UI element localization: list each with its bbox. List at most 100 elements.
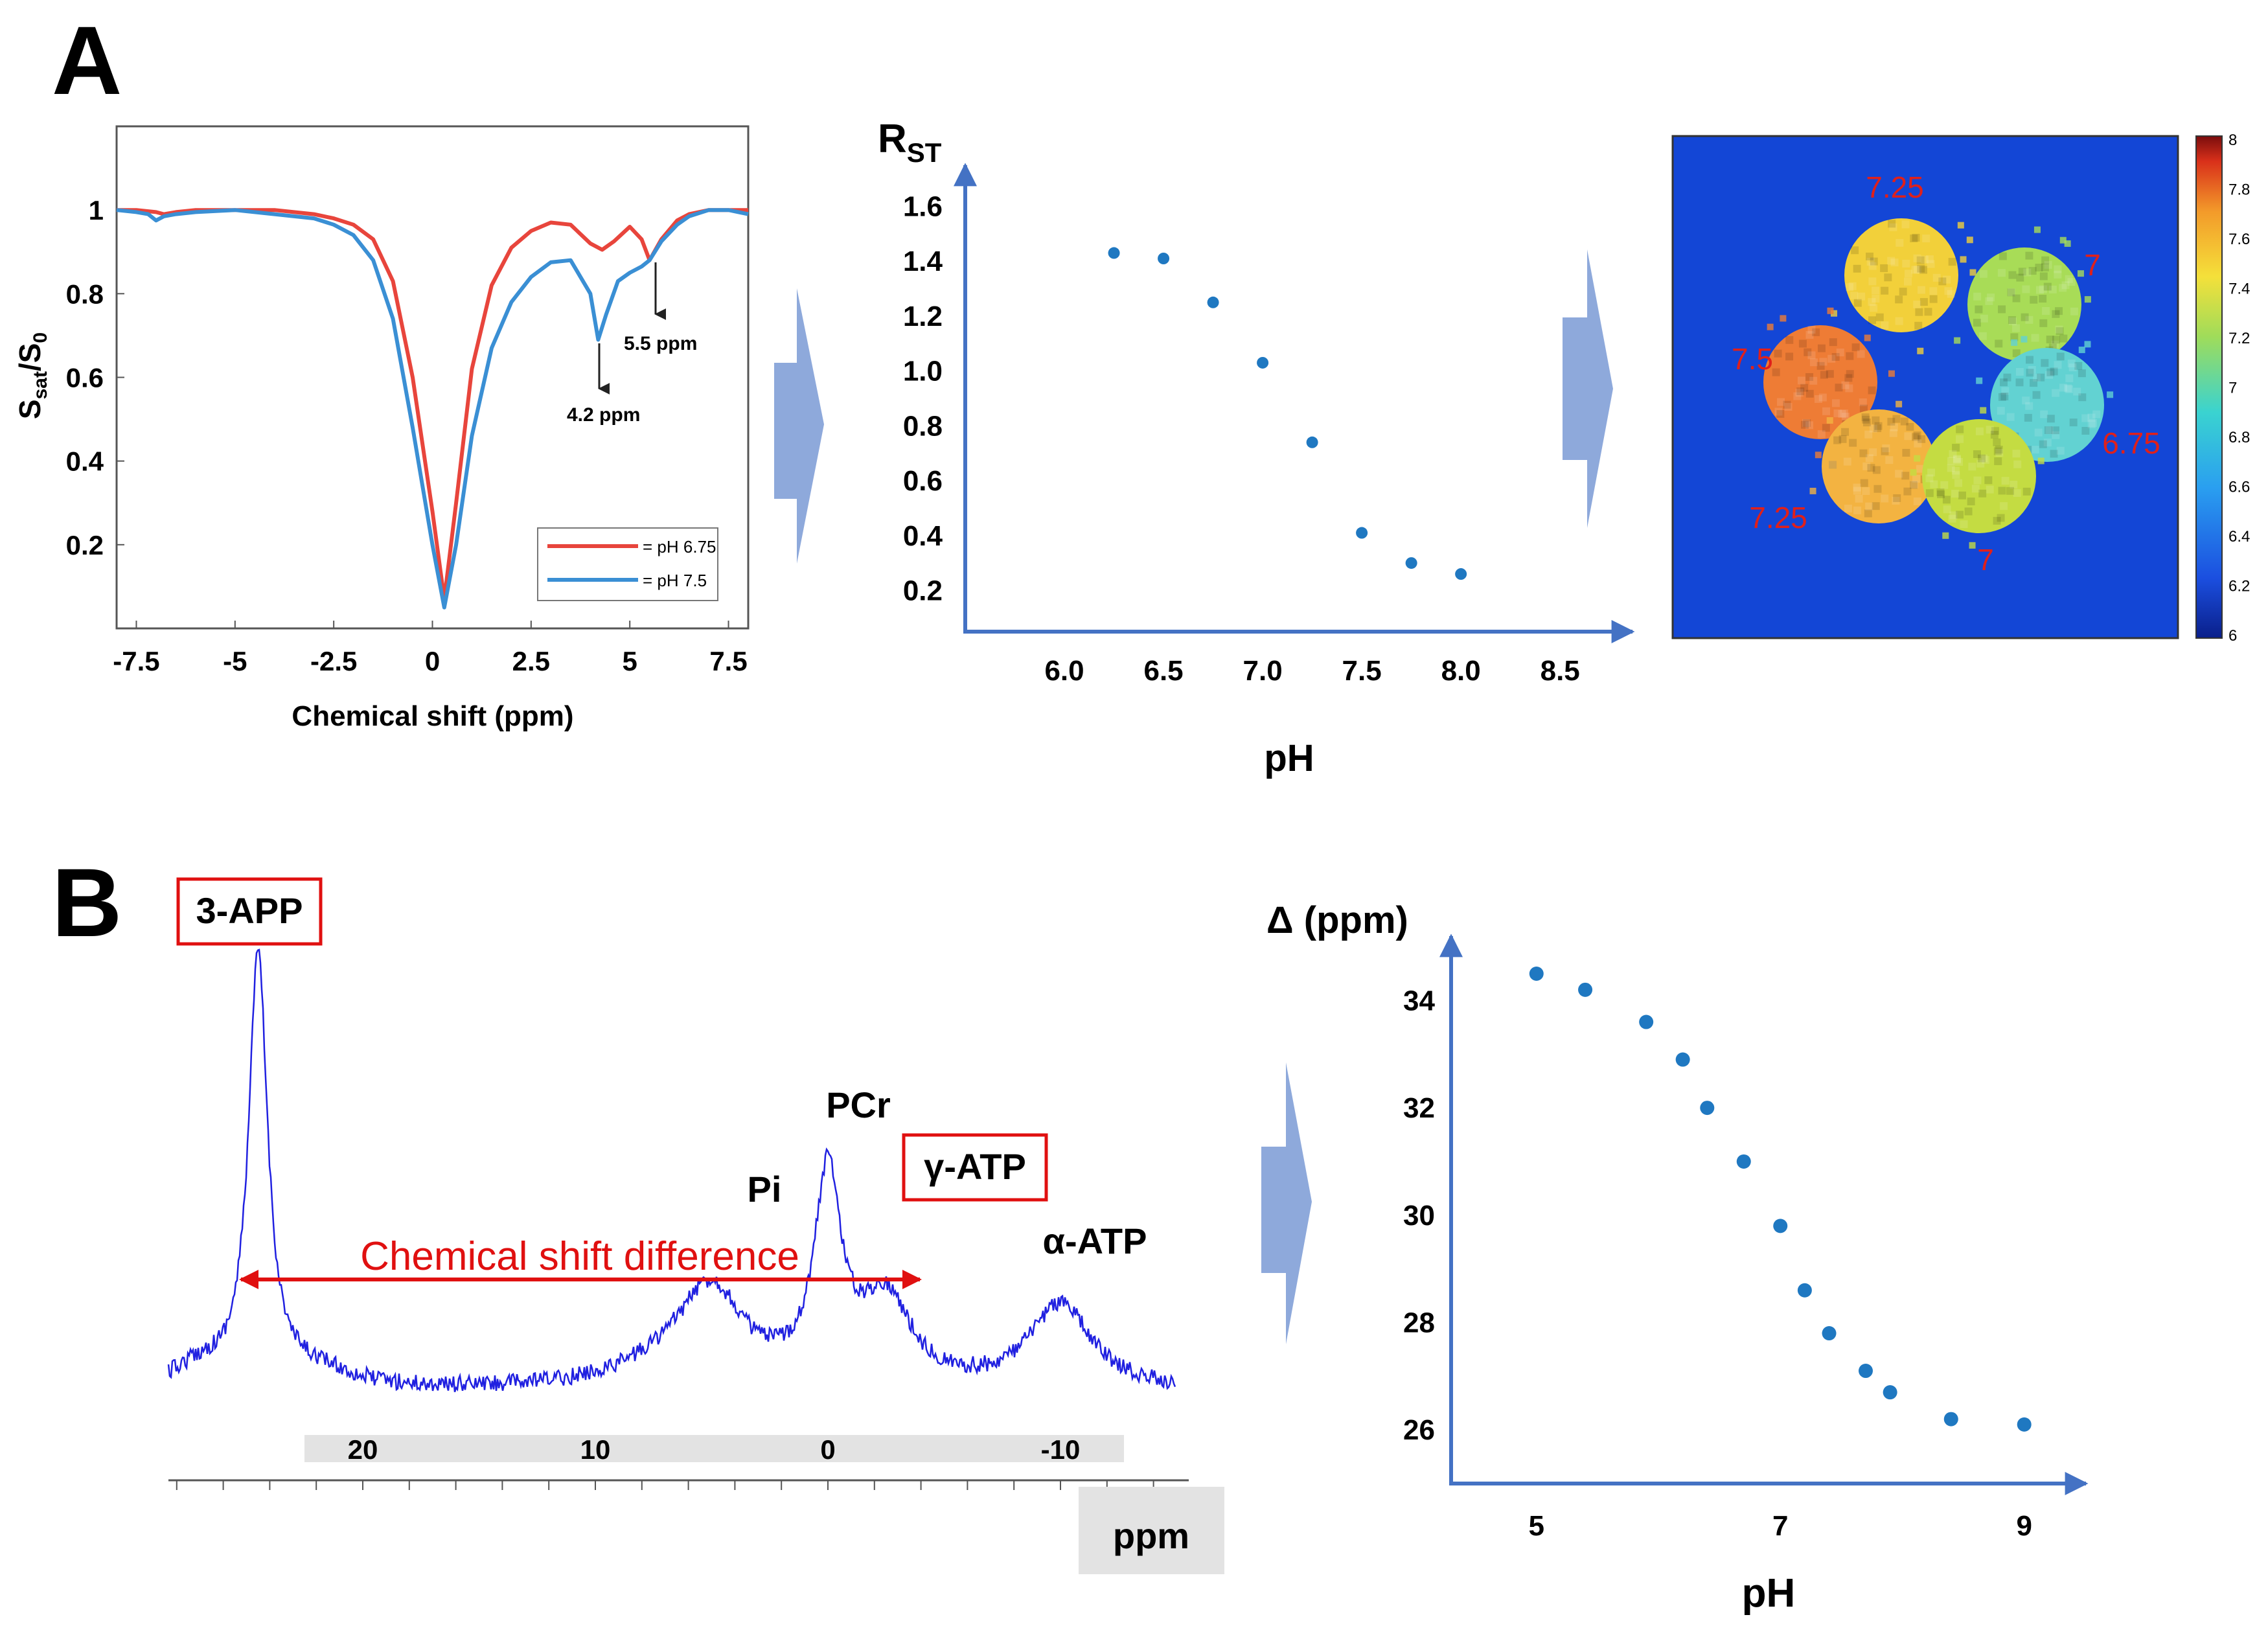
phantom-pixel	[1818, 393, 1827, 402]
phantom-pixel	[2059, 334, 2068, 343]
phantom-pixel	[2041, 256, 2050, 264]
phantom-pixel	[1892, 415, 1901, 423]
phantom-pixel	[1986, 485, 1994, 494]
phantom-pixel	[1978, 489, 1987, 498]
phantom-pixel	[1872, 466, 1881, 474]
phantom-pixel	[1881, 286, 1889, 295]
phantom-stray-pixel	[1980, 407, 1987, 414]
phantom-pixel	[1868, 386, 1876, 395]
phantom-pixel	[2008, 316, 2016, 325]
phantom-stray-pixel	[1896, 400, 1903, 407]
p31-spectrum: 20 10 0 -10 ppm 3-APP Pi PCr γ-ATP α-ATP Chemic…	[167, 877, 1224, 1574]
phantom-pixel	[1803, 419, 1811, 428]
phantom-pixel	[1903, 487, 1912, 496]
phantom-pixel	[1797, 376, 1805, 385]
phantom-pixel	[1817, 430, 1826, 439]
phantom-pixel	[1913, 301, 1921, 309]
data-point	[1736, 1154, 1751, 1169]
phantom-pixel	[1920, 255, 1929, 264]
phantom-pixel	[2065, 275, 2073, 283]
phantom-pixel	[1919, 266, 1928, 274]
phantom-pixel	[1975, 305, 1983, 314]
phantom-pixel	[1827, 354, 1836, 363]
phantom-pixel	[1914, 321, 1923, 330]
data-point	[1883, 1385, 1897, 1400]
phantom-pixel	[1800, 384, 1809, 392]
legend-label-ph675: = pH 6.75	[643, 537, 716, 556]
phantom-pixel	[1967, 498, 1975, 506]
phantom-pixel	[2046, 368, 2055, 376]
phantom-stray-pixel	[2033, 226, 2041, 233]
phantom-pixel	[1882, 444, 1890, 453]
phantom-pixel	[1796, 387, 1805, 396]
phantom-pixel	[2078, 393, 2087, 402]
phantom-pixel	[2065, 374, 2074, 382]
phantom-pixel	[1807, 326, 1816, 334]
phantom-pixel	[1998, 393, 2006, 401]
phantom-pixel	[2044, 426, 2052, 435]
phantom-pixel	[1985, 297, 1993, 305]
phantom-pixel	[1844, 505, 1852, 513]
phantom-pixel	[1870, 304, 1878, 312]
phantom-pixel	[1885, 456, 1894, 464]
y-tick-label: 0.2	[903, 575, 943, 606]
phantom-pixel	[1874, 422, 1883, 430]
legend-label-ph75: = pH 7.5	[643, 571, 707, 590]
y-tick-label: 0.4	[66, 446, 104, 477]
phantom-pixel	[1912, 433, 1920, 441]
chemical-shift-difference-label: Chemical shift difference	[360, 1234, 799, 1279]
phantom-pixel	[2051, 426, 2059, 435]
phantom-pixel	[1943, 275, 1951, 284]
phantom-pixel	[1917, 264, 1925, 273]
phantom-stray-pixel	[1831, 310, 1838, 317]
colorbar-tick-label: 6.8	[2228, 429, 2250, 446]
phantom-pixel	[1978, 332, 1987, 340]
rst-y-label: RST	[878, 117, 942, 168]
phantom-pixel	[2001, 387, 2010, 395]
phantom-vial	[1922, 419, 2036, 533]
phantom-pixel	[1804, 348, 1812, 356]
phantom-pixel	[1943, 505, 1951, 514]
phantom-pixel	[2059, 384, 2067, 392]
phantom-pixel	[1849, 439, 1857, 447]
phantom-pixel	[1889, 429, 1897, 437]
phantom-stray-pixel	[1966, 236, 1973, 244]
phantom-pixel	[2054, 265, 2062, 273]
phantom-pixel	[1793, 392, 1802, 400]
x-tick-label: 5	[1529, 1510, 1544, 1542]
phantom-pixel	[1973, 292, 1982, 301]
data-point	[1639, 1015, 1654, 1029]
flow-arrow-1	[774, 288, 824, 564]
phantom-pixel	[1844, 374, 1853, 382]
x-tick-label: -5	[223, 646, 247, 676]
phantom-pixel	[1851, 246, 1859, 255]
phantom-pixel	[1861, 413, 1870, 422]
phantom-stray-pixel	[1888, 370, 1895, 377]
ppm-tick-label: -10	[1041, 1434, 1081, 1465]
phantom-pixel	[2050, 367, 2058, 376]
phantom-stray-pixel	[1827, 307, 1834, 314]
ph-map-background	[1671, 135, 2179, 639]
ppm-tick-label: 0	[820, 1434, 835, 1465]
phantom-pixel	[2022, 487, 2031, 496]
data-point	[1356, 527, 1368, 539]
y-tick-label: 0.4	[903, 520, 943, 552]
phantom-pixel	[1911, 266, 1919, 274]
colorbar-tick-label: 7.8	[2228, 181, 2250, 199]
y-tick-label: 0.6	[66, 363, 104, 393]
phantom-pixel	[2054, 270, 2062, 279]
panel-label-a: A	[52, 6, 122, 115]
phantom-pixel	[1895, 470, 1903, 478]
phantom-pixel	[1829, 461, 1837, 469]
phantom-pixel	[1929, 287, 1938, 295]
phantom-pixel	[2087, 420, 2096, 429]
phantom-pixel	[1899, 288, 1907, 296]
ph-map: 7.25 7 7.5 6.75 7.25 7 8 7.8 7.6 7.4 7.2 7 6.8 6.6 6.…	[1671, 132, 2250, 645]
data-point	[1675, 1052, 1690, 1067]
phantom-pixel	[1809, 376, 1818, 385]
phantom-pixel	[2073, 387, 2081, 396]
phantom-pixel	[1843, 457, 1851, 466]
phantom-pixel	[1840, 409, 1849, 418]
phantom-pixel	[1922, 235, 1930, 243]
phantom-pixel	[2026, 369, 2034, 377]
